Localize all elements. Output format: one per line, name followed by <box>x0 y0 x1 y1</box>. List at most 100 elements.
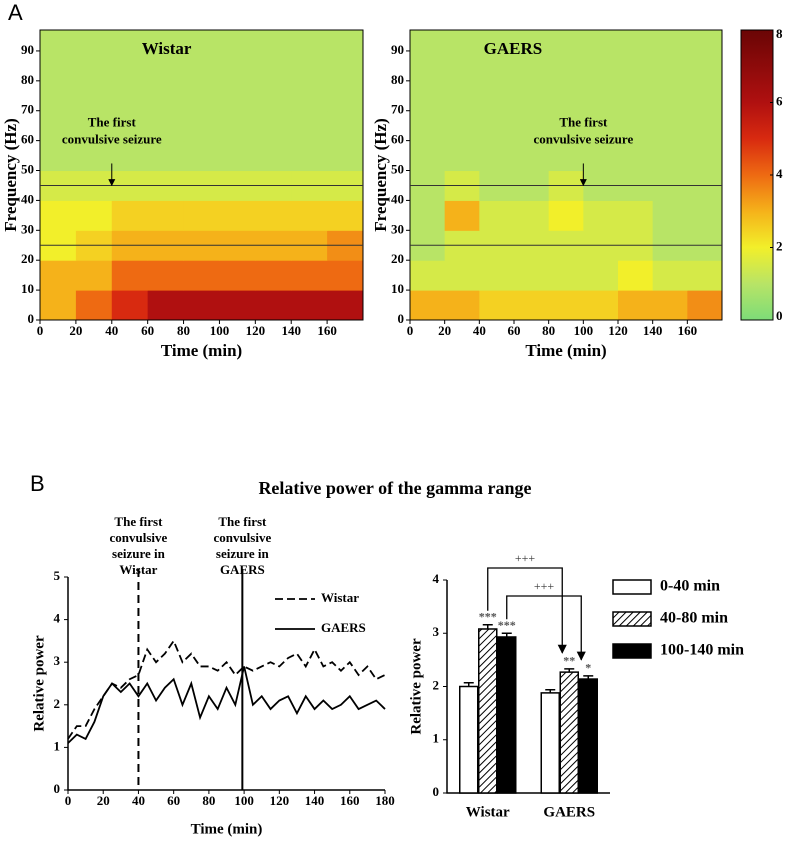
heatmap-cell <box>255 110 292 142</box>
plot-frame <box>39 29 364 321</box>
line-series <box>67 639 386 740</box>
figure-title: Relative power of the gamma range <box>258 478 531 498</box>
significance: *** <box>498 618 516 632</box>
heatmap-cell <box>479 140 515 172</box>
x-tick-label: 40 <box>105 323 118 338</box>
heatmap-cell <box>444 80 480 112</box>
chart-title: Wistar <box>142 39 192 58</box>
heatmap-cell <box>219 80 256 112</box>
bar <box>459 685 479 794</box>
heatmap-cell <box>514 80 550 112</box>
error-bar <box>583 675 594 680</box>
heatmap-cell <box>618 260 654 291</box>
legend-swatch <box>612 579 652 595</box>
heatmap-cell <box>219 260 256 291</box>
axis <box>67 577 385 791</box>
heatmap-cell <box>687 110 723 142</box>
heatmap-cell <box>291 140 328 172</box>
y-tick-label: 90 <box>391 42 404 57</box>
x-tick-label: 40 <box>132 793 145 808</box>
heatmap-cell <box>583 50 619 82</box>
heatmap-cell <box>327 260 364 291</box>
y-tick-label: 4 <box>433 571 440 586</box>
colorbar-tick-label: 8 <box>776 26 783 41</box>
heatmap-cell <box>327 50 364 82</box>
heatmap-cell <box>111 50 149 82</box>
plot-frame <box>409 29 723 321</box>
y-tick-label: 80 <box>21 72 34 87</box>
heatmap-cell <box>687 50 723 82</box>
heatmap-cell <box>219 50 256 82</box>
colorbar-tick-label: 4 <box>776 166 783 181</box>
x-tick-label: 120 <box>270 793 290 808</box>
heatmap-cell <box>327 290 364 321</box>
heatmap-cell <box>147 140 185 172</box>
heatmap-cell <box>75 200 113 231</box>
y-tick-label: 10 <box>391 281 404 296</box>
bar <box>559 671 579 794</box>
heatmap-cell <box>687 140 723 172</box>
y-tick-label: 90 <box>21 42 34 57</box>
y-tick-label: 40 <box>21 191 34 206</box>
heatmap-cell <box>444 200 480 231</box>
heatmap-cell <box>410 260 446 291</box>
heatmap-cell <box>111 80 149 112</box>
heatmap-cell <box>618 140 654 172</box>
heatmap-cell <box>147 80 185 112</box>
y-tick-label: 0 <box>398 311 405 326</box>
heatmap-cell <box>183 30 220 52</box>
heatmap-cell <box>652 30 688 52</box>
heatmap-cell <box>75 140 113 172</box>
y-tick-label: 1 <box>54 738 61 753</box>
x-tick-label: 0 <box>37 323 44 338</box>
heatmap-cell <box>410 50 446 82</box>
legend-label: 0-40 min <box>660 578 720 595</box>
heatmap-cell <box>618 30 654 52</box>
heatmap-cell <box>444 30 480 52</box>
y-tick-label: 0 <box>433 784 440 799</box>
x-tick-label: 20 <box>97 793 110 808</box>
heatmap-cell <box>291 80 328 112</box>
heatmap-cell <box>514 50 550 82</box>
heatmap-cell <box>183 110 220 142</box>
heatmap-cell <box>652 110 688 142</box>
annotation: convulsive seizure <box>62 131 162 146</box>
x-tick-label: 60 <box>167 793 180 808</box>
heatmap-cell <box>514 140 550 172</box>
heatmap-cell <box>548 260 584 291</box>
heatmap-cell <box>75 290 113 321</box>
x-axis-label: Time (min) <box>525 341 606 360</box>
annotation: seizure in <box>112 546 166 561</box>
heatmap-cell <box>583 260 619 291</box>
legend-label: 100-140 min <box>660 642 744 659</box>
heatmap-cell <box>687 290 723 321</box>
x-tick-label: 100 <box>210 323 230 338</box>
legend-label: GAERS <box>321 620 366 635</box>
heatmap-cell <box>255 80 292 112</box>
y-axis-label: Frequency (Hz) <box>371 118 390 231</box>
error-bar <box>482 623 493 629</box>
heatmap-cell <box>444 260 480 291</box>
y-tick-label: 60 <box>391 132 404 147</box>
legend-label: 40-80 min <box>660 610 728 627</box>
heatmap-cell <box>687 200 723 231</box>
heatmap-cell <box>75 80 113 112</box>
annotation: The first <box>559 114 608 129</box>
colorbar <box>740 29 774 321</box>
heatmap-cell <box>548 290 584 321</box>
heatmap-cell <box>219 140 256 172</box>
heatmap-cell <box>652 140 688 172</box>
y-tick-label: 0 <box>28 311 35 326</box>
heatmap-cell <box>75 110 113 142</box>
x-tick-label: 100 <box>574 323 594 338</box>
heatmap-cell <box>514 290 550 321</box>
annotation: The first <box>88 114 137 129</box>
heatmap-cell <box>291 260 328 291</box>
heatmap-cell <box>652 290 688 321</box>
heatmap-cell <box>255 140 292 172</box>
heatmap-cell <box>548 30 584 52</box>
annotation: seizure in <box>216 546 270 561</box>
annotation: The first <box>114 514 163 529</box>
y-tick-label: 40 <box>391 191 404 206</box>
